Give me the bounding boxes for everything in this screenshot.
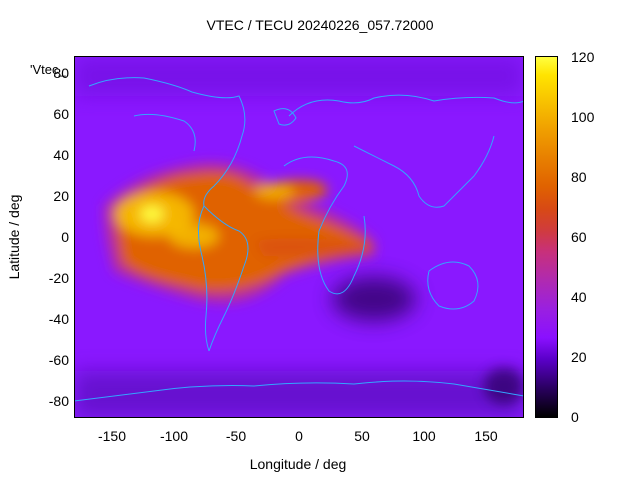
y-axis-label: Latitude / deg: [6, 194, 22, 280]
x-tick-label: 0: [295, 428, 303, 444]
colorbar-tick-label: 100: [571, 109, 595, 125]
equatorial-anomaly: [104, 162, 374, 303]
eurasia-south-coast: [353, 135, 495, 208]
south-polar-region: [74, 371, 524, 418]
series-key-label: 'Vtec_: [30, 62, 66, 77]
north-america-inner: [133, 113, 196, 152]
y-tick-label: -40: [48, 311, 69, 327]
y-tick-label: 60: [53, 106, 69, 122]
x-tick-label: 150: [474, 428, 498, 444]
colorbar-tick-label: 120: [571, 49, 595, 65]
low-vtec-indian-ocean: [332, 277, 416, 321]
chart-title: VTEC / TECU 20240226_057.72000: [206, 17, 434, 33]
y-tick-label: -80: [48, 393, 69, 409]
x-tick-label: 50: [354, 428, 370, 444]
colorbar-tick-label: 60: [571, 229, 587, 245]
colorbar-tick-label: 0: [571, 409, 579, 425]
low-vtec-southeast: [484, 368, 524, 404]
colorbar-tick-label: 40: [571, 289, 587, 305]
y-tick-label: 20: [53, 188, 69, 204]
x-tick-label: -100: [159, 428, 189, 444]
greenland-coast: [273, 108, 297, 126]
y-tick-label: -20: [48, 270, 69, 286]
y-tick-label: 80: [53, 65, 69, 81]
south-america-east-coast: [203, 205, 249, 352]
colorbar-tick-label: 20: [571, 349, 587, 365]
colorbar: [535, 56, 558, 418]
x-axis-label: Longitude / deg: [249, 456, 347, 472]
australia-coast: [427, 261, 479, 310]
y-tick-label: 0: [61, 229, 69, 245]
north-polar-region: [74, 56, 524, 96]
vtec-map-plot: [74, 56, 524, 418]
colorbar-tick-label: 80: [571, 169, 587, 185]
y-tick-label: 40: [53, 147, 69, 163]
africa-coast: [283, 156, 366, 295]
eurasia-north-coast: [288, 94, 524, 117]
x-tick-label: -50: [225, 428, 247, 444]
north-america-coast: [88, 77, 246, 207]
coastlines: [74, 77, 524, 402]
y-tick-label: -60: [48, 352, 69, 368]
south-america-west-coast: [198, 205, 210, 352]
x-tick-label: 100: [412, 428, 436, 444]
x-tick-label: -150: [97, 428, 127, 444]
antarctica-coast: [74, 380, 524, 402]
